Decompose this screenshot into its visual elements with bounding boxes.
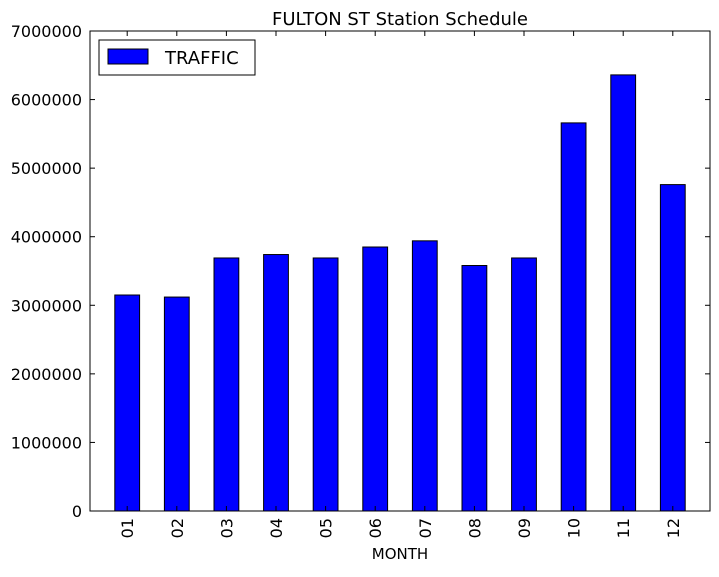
bar-03 xyxy=(213,257,240,512)
y-tick-label: 0 xyxy=(72,502,82,521)
x-tick-label: 11 xyxy=(614,518,633,538)
bar-12 xyxy=(659,184,686,512)
y-tick-label: 3000000 xyxy=(11,296,82,315)
bar-11 xyxy=(610,74,637,512)
chart-title: FULTON ST Station Schedule xyxy=(272,9,528,30)
bar-07 xyxy=(411,240,438,512)
bar-04 xyxy=(263,254,289,512)
bar-02 xyxy=(163,296,190,512)
y-tick-label: 6000000 xyxy=(11,91,82,110)
bar-05 xyxy=(312,257,339,512)
x-axis-ticks: 01 02 03 04 05 06 07 08 09 10 11 12 xyxy=(118,31,683,538)
bars-layer xyxy=(114,74,686,512)
x-tick-label: 09 xyxy=(515,518,534,538)
y-tick-label: 4000000 xyxy=(11,228,82,247)
y-tick-label: 1000000 xyxy=(11,433,82,452)
bar-06 xyxy=(362,246,389,512)
x-tick-label: 01 xyxy=(118,518,137,538)
y-axis-ticks: 0 1000000 2000000 3000000 4000000 5000000 6000… xyxy=(11,22,710,521)
x-tick-label: 06 xyxy=(366,518,385,538)
x-tick-label: 05 xyxy=(317,518,336,538)
bar-08 xyxy=(461,265,488,512)
x-tick-label: 04 xyxy=(267,518,286,538)
x-tick-label: 02 xyxy=(168,518,187,538)
bar-01 xyxy=(114,294,141,512)
x-tick-label: 10 xyxy=(565,518,584,538)
bar-10 xyxy=(560,122,587,512)
x-tick-label: 03 xyxy=(217,518,236,538)
y-tick-label: 2000000 xyxy=(11,365,82,384)
y-tick-label: 5000000 xyxy=(11,159,82,178)
x-tick-label: 12 xyxy=(664,518,683,538)
x-tick-label: 08 xyxy=(465,518,484,538)
y-tick-label: 7000000 xyxy=(11,22,82,41)
bar-09 xyxy=(511,257,537,512)
legend-swatch xyxy=(107,48,149,65)
legend-label: TRAFFIC xyxy=(164,48,239,69)
plot-frame xyxy=(89,30,711,512)
x-tick-label: 07 xyxy=(416,518,435,538)
x-axis-label: MONTH xyxy=(372,545,428,563)
legend: TRAFFIC xyxy=(98,39,256,76)
